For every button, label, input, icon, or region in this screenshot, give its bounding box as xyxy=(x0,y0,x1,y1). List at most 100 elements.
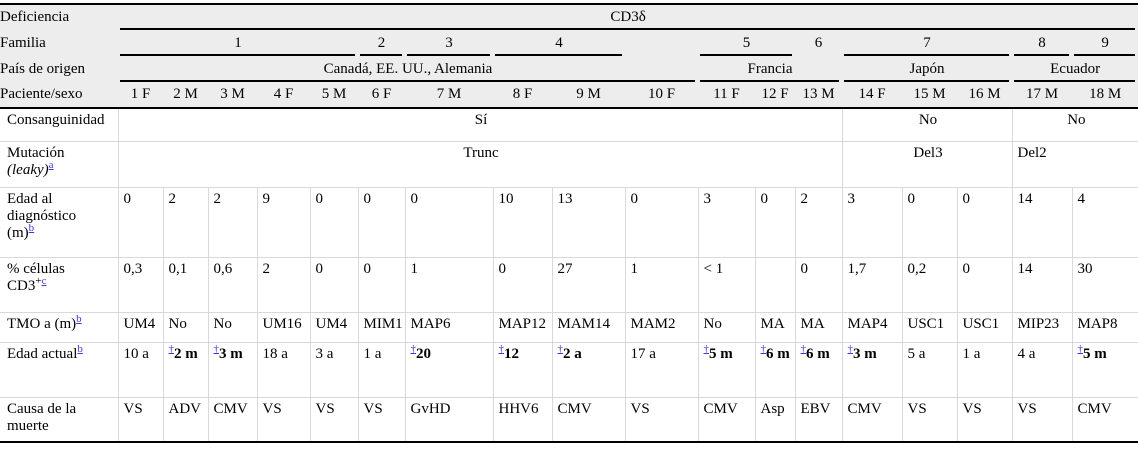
cell-edad-actual: †5 m xyxy=(697,341,756,398)
cell-pct-celulas-cd3: 0,3 xyxy=(117,256,164,313)
cell-tmo: UM4 xyxy=(117,311,164,343)
cell-tmo: MIP23 xyxy=(1011,311,1073,343)
deceased-value: 3 m xyxy=(219,345,243,362)
cell-edad-diagnostico: 0 xyxy=(357,186,406,258)
dagger-link[interactable]: † xyxy=(703,342,710,355)
deceased-value: 20 xyxy=(416,345,431,362)
cell-pct-celulas-cd3: 0 xyxy=(794,256,843,313)
patient-header: 2 M xyxy=(163,82,208,109)
cell-causa-muerte: CMV xyxy=(841,396,903,443)
cell-edad-diagnostico: 14 xyxy=(1011,186,1073,258)
patient-header: 1 F xyxy=(118,82,163,109)
dagger-link[interactable]: † xyxy=(213,342,220,355)
cell-edad-actual: †2 a xyxy=(551,341,626,398)
row-causa-muerte: Causa de la muerte VS ADV CMV VS VS VS GvHD HHV6 C… xyxy=(0,396,1138,443)
cell-consanguinidad: Sí xyxy=(117,107,843,142)
cell-causa-muerte: VS xyxy=(117,396,164,443)
cell-edad-diagnostico: 2 xyxy=(162,186,209,258)
cell-edad-diagnostico: 0 xyxy=(404,186,494,258)
cell-tmo: No xyxy=(697,311,756,343)
cell-causa-muerte: VS xyxy=(956,396,1013,443)
patient-header: 5 M xyxy=(310,82,358,109)
family-header: 8 xyxy=(1012,30,1072,56)
cell-edad-actual: †3 m xyxy=(841,341,903,398)
dagger-link[interactable]: † xyxy=(1077,342,1084,355)
dagger-link[interactable]: † xyxy=(847,342,854,355)
footnote-link-a[interactable]: a xyxy=(48,158,54,171)
cell-causa-muerte: ADV xyxy=(162,396,209,443)
row-mutacion: Mutación (leaky)a Trunc Del3 Del2 xyxy=(0,140,1138,188)
cell-edad-actual: †2 m xyxy=(162,341,209,398)
cell-pct-celulas-cd3: 14 xyxy=(1011,256,1073,313)
dagger-link[interactable]: † xyxy=(557,342,564,355)
cell-tmo: MAM2 xyxy=(624,311,699,343)
cell-tmo: MAP4 xyxy=(841,311,903,343)
cell-edad-actual: †12 xyxy=(492,341,553,398)
cell-edad-actual: †5 m xyxy=(1071,341,1138,398)
cell-edad-actual: 10 a xyxy=(117,341,164,398)
country-header: Ecuador xyxy=(1012,56,1138,82)
cell-consanguinidad: No xyxy=(1011,107,1138,142)
footnote-link-b[interactable]: b xyxy=(76,312,82,325)
cell-tmo: UM4 xyxy=(309,311,359,343)
cell-edad-actual: 1 a xyxy=(357,341,406,398)
row-label-edad-diagnostico: Edad al diagnóstico (m)b xyxy=(0,186,119,258)
patient-header: 6 F xyxy=(358,82,405,109)
dagger-link[interactable]: † xyxy=(168,342,175,355)
cell-causa-muerte: HHV6 xyxy=(492,396,553,443)
dagger-link[interactable]: † xyxy=(498,342,505,355)
cell-pct-celulas-cd3: 0,2 xyxy=(901,256,958,313)
cell-causa-muerte: GvHD xyxy=(404,396,494,443)
cell-pct-celulas-cd3: 2 xyxy=(256,256,311,313)
deceased-value: 2 m xyxy=(174,345,198,362)
cell-tmo: USC1 xyxy=(956,311,1013,343)
cell-edad-diagnostico: 0 xyxy=(956,186,1013,258)
cell-edad-diagnostico: 4 xyxy=(1071,186,1138,258)
patient-header: 10 F xyxy=(625,82,698,109)
cell-tmo: MIM1 xyxy=(357,311,406,343)
cell-tmo: MA xyxy=(754,311,796,343)
cell-edad-diagnostico: 9 xyxy=(256,186,311,258)
cell-tmo: USC1 xyxy=(901,311,958,343)
dagger-link[interactable]: † xyxy=(800,342,807,355)
cell-edad-actual: †6 m xyxy=(754,341,796,398)
cell-pct-celulas-cd3: 0,1 xyxy=(162,256,209,313)
deceased-value: 3 m xyxy=(853,345,877,362)
deceased-value: 5 m xyxy=(1083,345,1107,362)
family-header: 1 xyxy=(118,30,358,56)
dagger-link[interactable]: † xyxy=(410,342,417,355)
row-deficiencia: Deficiencia CD3δ xyxy=(0,4,1138,30)
deceased-value: 12 xyxy=(504,345,519,362)
cell-edad-diagnostico: 2 xyxy=(794,186,843,258)
cell-pct-celulas-cd3: < 1 xyxy=(697,256,756,313)
country-header: Canadá, EE. UU., Alemania xyxy=(118,56,698,82)
deceased-value: 6 m xyxy=(806,345,830,362)
footnote-link-b[interactable]: b xyxy=(77,342,83,355)
row-pct-celulas-cd3: % células CD3+c 0,3 0,1 0,6 2 0 0 1 0 27 1 < 1 0 1,7 0,… xyxy=(0,256,1138,313)
row-edad-diagnostico: Edad al diagnóstico (m)b 0 2 2 9 0 0 0 10 13 0 3 0 2 3 0 0… xyxy=(0,186,1138,258)
cell-tmo: MAP12 xyxy=(492,311,553,343)
family-header: 7 xyxy=(842,30,1012,56)
family-header: 4 xyxy=(493,30,625,56)
cell-tmo: No xyxy=(207,311,258,343)
cell-edad-actual: †20 xyxy=(404,341,494,398)
deficiency-value: CD3δ xyxy=(118,4,1138,30)
footnote-link-c[interactable]: c xyxy=(41,274,47,287)
cell-mutacion: Del3 xyxy=(841,140,1013,188)
row-label-causa-muerte: Causa de la muerte xyxy=(0,396,119,443)
footnote-link-b[interactable]: b xyxy=(28,221,35,234)
cell-edad-diagnostico: 0 xyxy=(624,186,699,258)
cell-causa-muerte: VS xyxy=(901,396,958,443)
cell-pct-celulas-cd3: 1 xyxy=(404,256,494,313)
dagger-link[interactable]: † xyxy=(760,342,767,355)
cell-edad-diagnostico: 10 xyxy=(492,186,553,258)
cell-edad-diagnostico: 2 xyxy=(207,186,258,258)
row-tmo: TMO a (m)b UM4 No No UM16 UM4 MIM1 MAP6 MAP12 MAM… xyxy=(0,311,1138,343)
cell-pct-celulas-cd3 xyxy=(754,256,796,313)
cell-causa-muerte: CMV xyxy=(207,396,258,443)
patients-table: Deficiencia CD3δ Familia 1 2 3 4 5 6 7 8 9 País de o… xyxy=(0,3,1138,443)
patient-header: 15 M xyxy=(902,82,957,109)
patient-header: 4 F xyxy=(257,82,310,109)
cell-edad-diagnostico: 0 xyxy=(901,186,958,258)
